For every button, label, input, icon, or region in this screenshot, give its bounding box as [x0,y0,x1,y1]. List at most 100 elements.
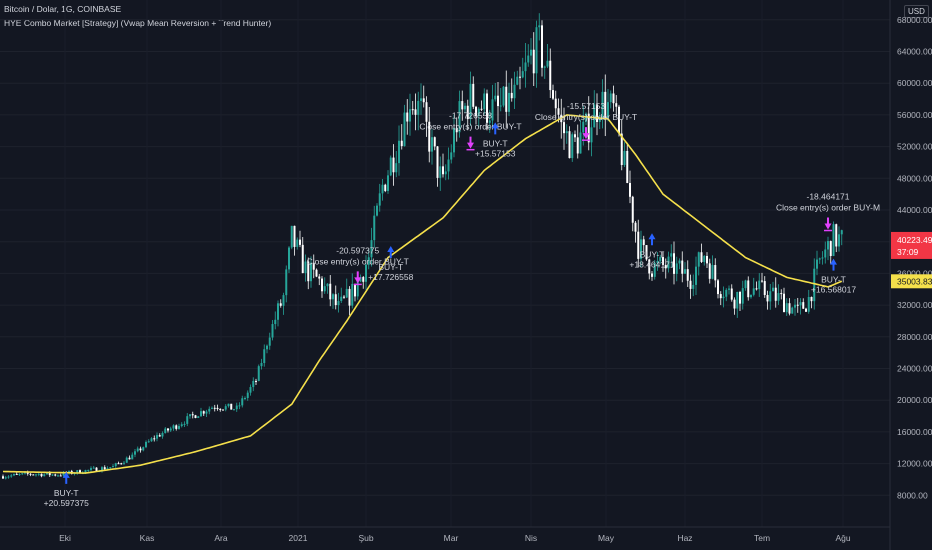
candle-body [761,280,763,282]
candle-body [634,222,637,232]
y-tick-label: 24000.00 [897,364,932,374]
candle-body [728,288,730,290]
candle-body [244,397,246,399]
candle-body [433,137,436,147]
candle-body [431,137,433,152]
candle-body [706,255,708,264]
x-tick-label: Nis [525,533,537,543]
candle-body [249,387,252,393]
candle-body [109,467,112,469]
candle-body [76,470,79,474]
candle-body [219,408,222,410]
candlestick-series [2,13,843,480]
candle-body [739,291,741,304]
candle-body [420,98,422,101]
candle-body [4,477,7,479]
candle-body [422,98,425,103]
candle-body [455,127,458,133]
candle-body [604,91,607,119]
candle-body [164,428,167,434]
candle-body [615,103,618,107]
currency-badge[interactable]: USD [904,5,929,18]
candle-body [574,134,576,138]
candle-body [593,104,596,128]
x-tick-label: Ara [214,533,228,543]
candle-body [436,146,439,178]
candle-body [730,288,733,300]
candle-body [692,284,695,289]
time-axis[interactable]: Eki Kas Ara 2021 Şub Mar Nis May Haz Tem Ağu [59,533,851,543]
candle-body [409,109,411,122]
candle-body [136,448,139,452]
candle-body [24,472,26,474]
price-badges: 40223.49 37:09 35003.83 [891,231,932,289]
candle-body [92,467,95,469]
candle-body [686,269,689,281]
candle-body [461,101,464,110]
candle-body [255,380,257,382]
candle-body [307,261,310,282]
candle-body [609,93,612,103]
candle-body [263,349,266,364]
candle-body [546,60,549,67]
candle-body [530,49,532,56]
candle-body [235,405,238,410]
candle-body [576,137,579,154]
candle-body [802,302,805,309]
candle-body [230,403,233,410]
candle-body [444,171,447,175]
candle-body [180,424,183,427]
candle-body [505,86,508,112]
candle-body [780,293,783,295]
candle-body [117,463,120,465]
candle-body [131,454,134,460]
candle-body [568,131,571,159]
y-tick-label: 68000.00 [897,15,932,25]
candle-body [824,249,827,258]
candle-body [7,476,10,478]
candle-body [411,109,414,111]
trade-label: Close entry(s) order BUY-T [535,112,637,122]
candle-body [785,303,788,313]
candle-body [681,260,684,274]
candle-body [637,231,640,259]
candle-body [816,259,818,269]
candle-body [381,184,384,194]
candle-body [791,307,794,314]
buy-arrow-icon [387,245,395,258]
candle-body [464,105,466,110]
candle-body [158,435,161,437]
y-tick-label: 8000.00 [897,490,928,500]
trade-label: BUY-T [378,262,403,272]
candle-body [684,269,686,274]
candle-body [10,475,13,477]
candle-body [310,262,312,282]
candle-body [480,108,483,110]
candle-body [733,299,736,309]
candle-body [403,112,406,147]
candle-body [211,407,213,409]
candle-body [266,345,268,350]
candle-body [268,337,271,346]
candle-body [106,468,109,470]
candle-body [827,241,829,250]
x-tick-label: Haz [677,533,692,543]
trade-label: +17.726558 [368,272,413,282]
candle-body [648,259,651,274]
candle-body [510,92,513,99]
candle-body [772,287,774,292]
candle-body [777,293,780,301]
y-tick-label: 44000.00 [897,205,932,215]
candle-body [582,121,585,133]
candle-body [376,205,378,216]
candle-body [598,117,601,123]
candle-body [139,448,142,451]
candle-body [425,102,428,122]
candle-body [134,451,136,455]
candle-body [744,280,747,289]
candle-body [354,283,356,297]
candle-body [252,380,255,388]
candle-body [835,224,838,247]
y-tick-label: 52000.00 [897,142,932,152]
